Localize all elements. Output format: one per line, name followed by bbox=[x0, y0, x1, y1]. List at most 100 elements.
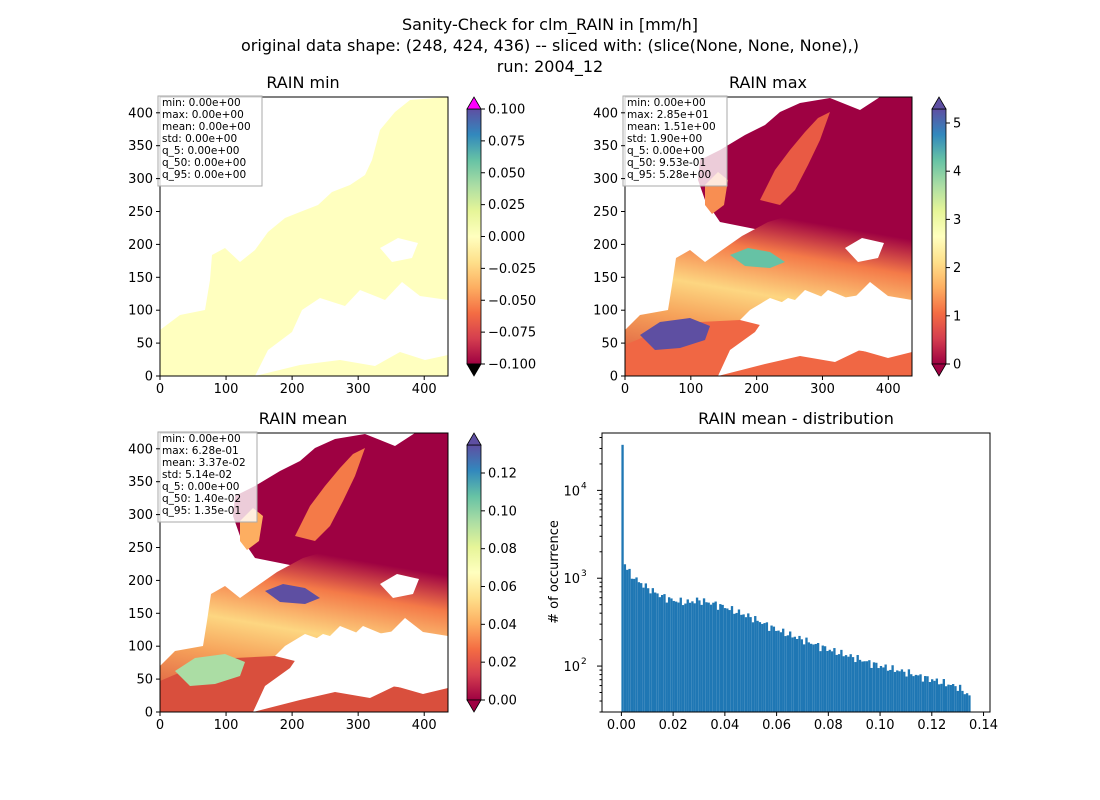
histogram-bar bbox=[695, 597, 699, 712]
histogram-bar bbox=[642, 587, 645, 712]
stat-std: std: 5.14e-02 bbox=[162, 469, 232, 481]
histogram-bar bbox=[821, 645, 824, 712]
y-tick-label: 350 bbox=[128, 475, 153, 490]
y-tick-label: 400 bbox=[128, 442, 153, 457]
histogram-bar bbox=[667, 597, 671, 712]
histogram-bar bbox=[823, 646, 827, 712]
stat-q5: q_5: 0.00e+00 bbox=[162, 145, 239, 157]
histogram-bar bbox=[900, 669, 904, 712]
x-tick-label: 0 bbox=[621, 382, 629, 397]
histogram-bar bbox=[763, 623, 766, 712]
y-tick-label: 250 bbox=[593, 205, 618, 220]
y-tick-label: 300 bbox=[593, 172, 618, 187]
histogram-bar bbox=[768, 630, 771, 712]
x-tick-label: 100 bbox=[678, 382, 703, 397]
y-tick-label: 300 bbox=[128, 508, 153, 523]
histogram-bar bbox=[798, 635, 801, 712]
axis-ticks: 0 100 200 300 400 0 50 100 150 200 250 300 350 400 bbox=[128, 106, 436, 397]
panel-title: RAIN mean - distribution bbox=[698, 409, 894, 428]
histogram-bar bbox=[623, 564, 627, 712]
y-tick-label: 150 bbox=[128, 271, 153, 286]
histogram-bar bbox=[940, 683, 943, 712]
histogram-bar bbox=[958, 684, 962, 712]
histogram-bar bbox=[663, 594, 666, 712]
histogram-bar bbox=[802, 644, 806, 712]
histogram-bar bbox=[796, 639, 799, 712]
histogram-bar bbox=[686, 599, 689, 712]
y-tick-label: 400 bbox=[593, 106, 618, 121]
colorbar: 5 4 3 2 1 0 bbox=[931, 96, 961, 377]
colorbar-tick-label: 0.025 bbox=[488, 198, 525, 213]
histogram-bar bbox=[928, 682, 932, 712]
histogram-bar bbox=[884, 664, 887, 712]
colorbar-tick-label: 0.100 bbox=[488, 103, 525, 118]
colorbar-tick-label: 0.04 bbox=[488, 618, 517, 633]
y-tick-exponent: 3 bbox=[581, 569, 587, 579]
colorbar-extend-top bbox=[466, 96, 482, 110]
histogram-bar bbox=[674, 601, 678, 712]
histogram-bar bbox=[730, 606, 734, 712]
x-tick-label: 300 bbox=[346, 718, 371, 733]
histogram-bar bbox=[735, 612, 738, 712]
colorbar-ticks: 0.100 0.075 0.050 0.025 0.000 −0.025 −0.050 −0.… bbox=[481, 103, 536, 373]
histogram-bar bbox=[870, 667, 873, 712]
histogram-bar bbox=[819, 651, 822, 712]
x-tick-label: 300 bbox=[810, 382, 835, 397]
histogram-bar bbox=[626, 569, 629, 712]
stat-mean: mean: 1.51e+00 bbox=[627, 121, 716, 133]
x-tick-label: 200 bbox=[744, 382, 769, 397]
histogram-bar bbox=[705, 602, 708, 712]
histogram-bar bbox=[805, 637, 808, 712]
axis-ticks: 0 100 200 300 400 0 50 100 150 200 250 300 350 400 bbox=[128, 442, 436, 733]
histogram-bar bbox=[849, 654, 852, 712]
histogram-bar bbox=[917, 675, 920, 712]
axis-ticks: 0 100 200 300 400 0 50 100 150 200 250 300 350 400 bbox=[593, 106, 901, 397]
histogram-bar bbox=[728, 610, 731, 712]
histogram-bar bbox=[851, 657, 855, 712]
y-tick-label: 150 bbox=[593, 271, 618, 286]
y-tick-label: 200 bbox=[128, 238, 153, 253]
x-tick-label: 0.00 bbox=[607, 718, 636, 733]
colorbar-tick-label: 0.06 bbox=[488, 580, 517, 595]
y-tick-label: 350 bbox=[128, 139, 153, 154]
y-tick-label: 200 bbox=[593, 238, 618, 253]
histogram-bar bbox=[751, 622, 755, 712]
histogram-bar bbox=[814, 643, 817, 712]
histogram-bar bbox=[684, 603, 687, 712]
histogram-bar bbox=[947, 684, 950, 712]
x-tick-label: 400 bbox=[876, 382, 901, 397]
y-tick-label: 0 bbox=[610, 370, 618, 385]
histogram-bar bbox=[791, 637, 794, 712]
histogram-bar bbox=[765, 622, 769, 712]
histogram-bar bbox=[924, 676, 927, 712]
histogram-bar bbox=[919, 674, 922, 712]
histogram-bar bbox=[877, 668, 880, 712]
colorbar-tick-label: 0.00 bbox=[488, 694, 517, 709]
histogram-bar bbox=[965, 693, 969, 712]
colorbar-tick-label: 5 bbox=[953, 117, 961, 132]
histogram-bar bbox=[914, 674, 918, 712]
histogram-bar bbox=[681, 605, 685, 712]
x-tick-label: 400 bbox=[412, 382, 437, 397]
histogram-bar bbox=[621, 444, 624, 712]
histogram-bar bbox=[938, 684, 941, 712]
histogram-bar bbox=[830, 651, 834, 712]
x-tick-label: 0.08 bbox=[814, 718, 843, 733]
colorbar-tick-label: 1 bbox=[953, 309, 961, 324]
figure-title-line-1: Sanity-Check for clm_RAIN in [mm/h] bbox=[402, 15, 698, 35]
histogram-bar bbox=[630, 578, 634, 712]
colorbar-ticks: 0.12 0.10 0.08 0.06 0.04 0.02 0.00 bbox=[481, 467, 517, 709]
stat-q50: q_50: 1.40e-02 bbox=[162, 493, 241, 505]
sea-max bbox=[718, 282, 912, 376]
histogram-bar bbox=[691, 601, 694, 712]
histogram-bar bbox=[963, 694, 966, 712]
histogram-bar bbox=[754, 616, 757, 712]
y-tick-label: 350 bbox=[593, 139, 618, 154]
histogram-bar bbox=[863, 661, 866, 712]
stat-std: std: 0.00e+00 bbox=[162, 133, 237, 145]
histogram-bar bbox=[756, 620, 759, 712]
panel-title: RAIN mean bbox=[259, 409, 348, 428]
histogram-bar bbox=[677, 602, 680, 712]
colorbar-tick-label: −0.100 bbox=[488, 358, 536, 373]
stat-mean: mean: 3.37e-02 bbox=[162, 457, 246, 469]
